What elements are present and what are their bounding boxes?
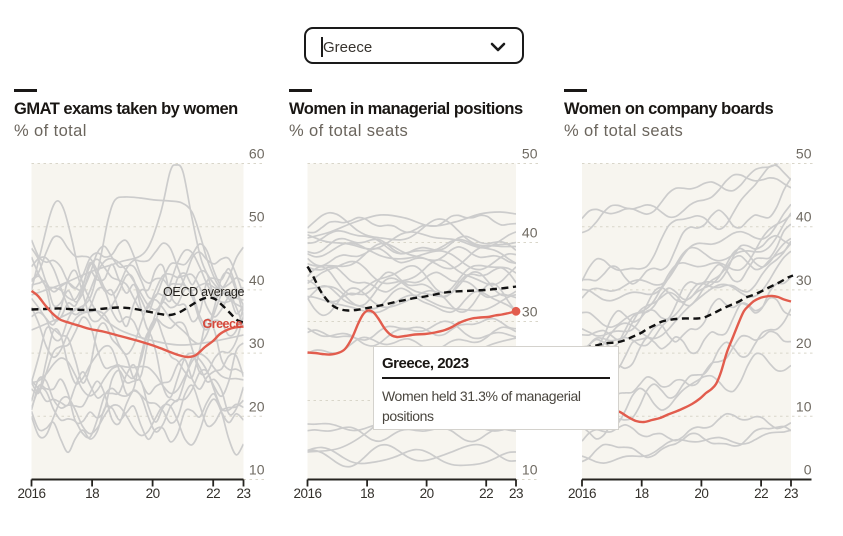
svg-text:22: 22	[754, 486, 768, 501]
svg-text:20: 20	[420, 486, 434, 501]
svg-text:2016: 2016	[17, 486, 45, 501]
svg-text:23: 23	[509, 486, 523, 501]
svg-text:22: 22	[479, 486, 493, 501]
svg-text:50: 50	[249, 209, 265, 225]
svg-text:18: 18	[85, 486, 99, 501]
svg-text:2016: 2016	[568, 486, 596, 501]
svg-text:40: 40	[796, 209, 812, 225]
svg-text:22: 22	[206, 486, 220, 501]
svg-text:10: 10	[522, 462, 538, 478]
svg-text:23: 23	[236, 486, 250, 501]
svg-text:Greece: Greece	[203, 317, 243, 331]
svg-text:10: 10	[796, 398, 812, 414]
svg-text:2016: 2016	[293, 486, 321, 501]
svg-text:0: 0	[804, 462, 812, 478]
svg-text:18: 18	[635, 486, 649, 501]
svg-text:50: 50	[796, 146, 812, 162]
svg-text:60: 60	[249, 146, 265, 162]
svg-text:50: 50	[522, 146, 538, 162]
svg-text:20: 20	[249, 398, 265, 414]
svg-text:20: 20	[796, 335, 812, 351]
svg-text:20: 20	[146, 486, 160, 501]
svg-text:30: 30	[249, 335, 265, 351]
svg-text:20: 20	[694, 486, 708, 501]
svg-text:23: 23	[784, 486, 798, 501]
svg-text:40: 40	[522, 225, 538, 241]
svg-text:30: 30	[796, 272, 812, 288]
svg-text:10: 10	[249, 462, 265, 478]
svg-text:30: 30	[522, 304, 538, 320]
svg-text:40: 40	[249, 272, 265, 288]
svg-text:18: 18	[360, 486, 374, 501]
svg-text:OECD average: OECD average	[163, 285, 245, 299]
